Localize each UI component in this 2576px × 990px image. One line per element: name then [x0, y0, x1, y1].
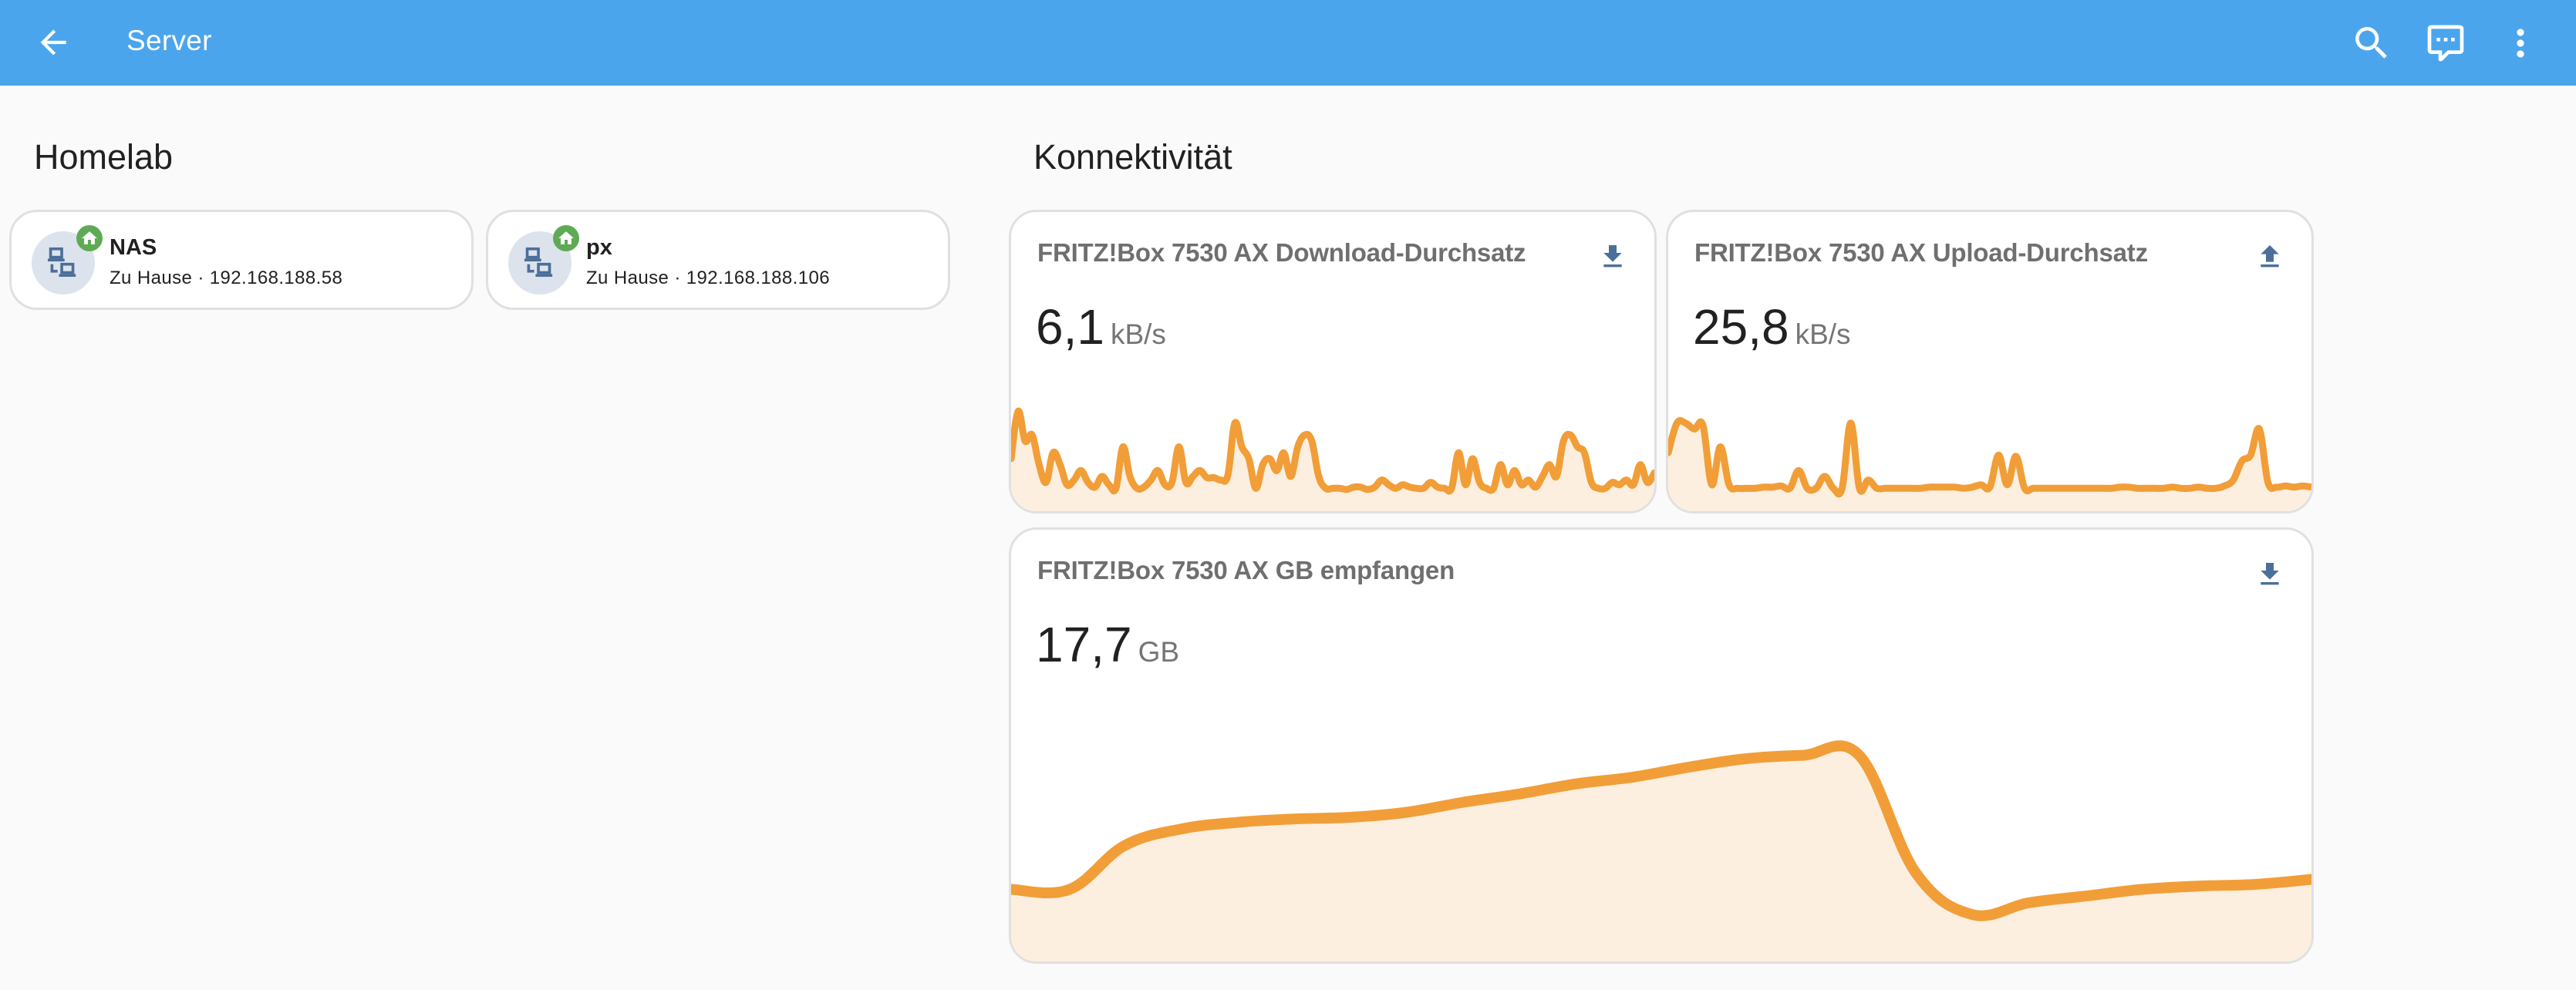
download-icon	[1603, 245, 1622, 268]
home-badge	[553, 225, 579, 251]
home-icon	[558, 231, 574, 244]
value-unit: GB	[1138, 636, 1180, 668]
arrow-left-icon	[40, 29, 66, 56]
sensor-card-upload[interactable]: FRITZ!Box 7530 AX Upload-Durchsatz 25,8 k…	[1666, 210, 2314, 514]
device-card-px[interactable]: px Zu Hause · 192.168.188.106	[486, 210, 950, 310]
value-number: 25,8	[1693, 299, 1789, 355]
overflow-menu-button[interactable]	[2499, 22, 2542, 65]
sensor-label: FRITZ!Box 7530 AX Upload-Durchsatz	[1694, 238, 2148, 267]
sensor-icon-button[interactable]	[2254, 557, 2285, 591]
back-button[interactable]	[34, 23, 72, 62]
sensor-value: 25,8 kB/s	[1693, 298, 1851, 355]
section-title-homelab: Homelab	[34, 137, 174, 177]
value-number: 6,1	[1036, 299, 1104, 355]
device-subtitle: Zu Hause · 192.168.188.106	[586, 268, 830, 288]
device-name: NAS	[110, 235, 157, 260]
magnify-icon	[2355, 27, 2387, 59]
sparkline-chart	[1011, 407, 1654, 511]
chart-area-fill	[1011, 746, 2311, 961]
device-name: px	[586, 235, 612, 260]
sensor-label: FRITZ!Box 7530 AX GB empfangen	[1037, 556, 1455, 584]
sensor-label: FRITZ!Box 7530 AX Download-Durchsatz	[1037, 238, 1526, 267]
chart-line	[1668, 416, 2311, 498]
area-chart	[1011, 740, 2311, 961]
lan-icon	[524, 247, 553, 277]
sensor-icon-button[interactable]	[1597, 240, 1628, 274]
comment-processing-icon	[2427, 25, 2464, 62]
chart-line	[1011, 740, 2311, 921]
device-card-nas[interactable]: NAS Zu Hause · 192.168.188.58	[9, 210, 474, 310]
value-unit: kB/s	[1795, 318, 1851, 350]
value-unit: kB/s	[1110, 318, 1166, 350]
page-title: Server	[126, 25, 212, 56]
sensor-value: 17,7 GB	[1036, 616, 1179, 673]
device-subtitle: Zu Hause · 192.168.188.58	[110, 268, 343, 288]
sensor-card-received[interactable]: FRITZ!Box 7530 AX GB empfangen 17,7 GB	[1009, 527, 2314, 964]
search-button[interactable]	[2350, 22, 2393, 65]
lan-icon	[47, 247, 76, 277]
chart-area-fill	[1668, 420, 2311, 511]
download-icon	[2261, 563, 2279, 585]
sensor-card-download[interactable]: FRITZ!Box 7530 AX Download-Durchsatz 6,1…	[1009, 210, 1657, 514]
chart-line	[1011, 407, 1654, 495]
dots-vertical-icon	[2517, 29, 2524, 58]
sensor-icon-button[interactable]	[2254, 240, 2285, 274]
upload-icon	[2261, 245, 2279, 268]
home-badge	[76, 225, 103, 251]
assist-button[interactable]	[2424, 22, 2467, 65]
section-title-connectivity: Konnektivität	[1033, 137, 1232, 177]
value-number: 17,7	[1036, 617, 1132, 672]
sensor-value: 6,1 kB/s	[1036, 298, 1166, 355]
app-bar: Server	[0, 0, 2576, 86]
home-icon	[82, 231, 97, 244]
sparkline-chart	[1668, 416, 2311, 511]
